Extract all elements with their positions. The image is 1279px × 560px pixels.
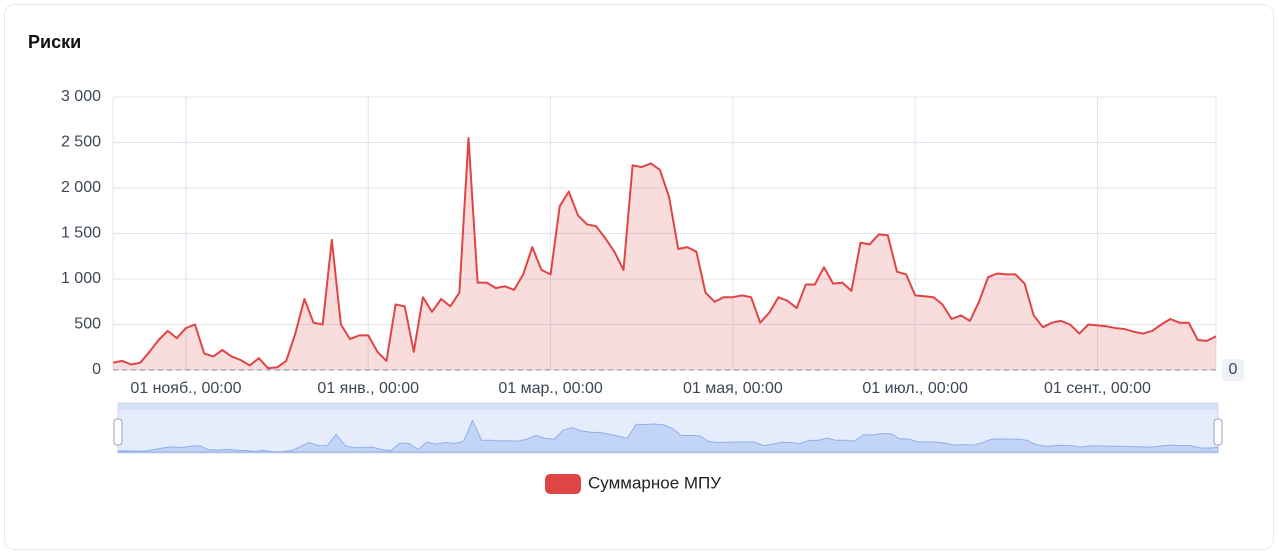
y-tick-label: 1 500 [61,225,101,242]
zoom-bar[interactable] [118,403,1218,410]
y-tick-label: 500 [74,316,101,333]
y-tick-label: 3 000 [61,88,101,105]
x-tick-label: 01 мая, 00:00 [683,380,783,397]
x-tick-label: 01 нояб., 00:00 [130,380,241,397]
line [112,137,1217,370]
card-title: Риски [28,32,81,52]
legend-swatch [545,474,581,494]
y-tick-label: 2 500 [61,134,101,151]
zoom-preview [117,419,1219,453]
y-tick-label: 0 [92,361,101,378]
legend-label: Суммарное МПУ [588,473,721,492]
zoom-handle-left[interactable] [113,418,123,446]
x-tick-label: 01 мар., 00:00 [498,380,603,397]
y-tick-label: 2 000 [61,179,101,196]
x-tick-label: 01 июл., 00:00 [862,380,968,397]
area [113,138,1216,370]
mark-line-label: 0 [1229,361,1238,378]
x-tick-label: 01 сент., 00:00 [1044,380,1151,397]
x-tick-label: 01 янв., 00:00 [317,380,419,397]
mark-line-label-bg [1222,359,1244,381]
zoom-handle-right[interactable] [1213,418,1223,446]
y-tick-label: 1 000 [61,270,101,287]
